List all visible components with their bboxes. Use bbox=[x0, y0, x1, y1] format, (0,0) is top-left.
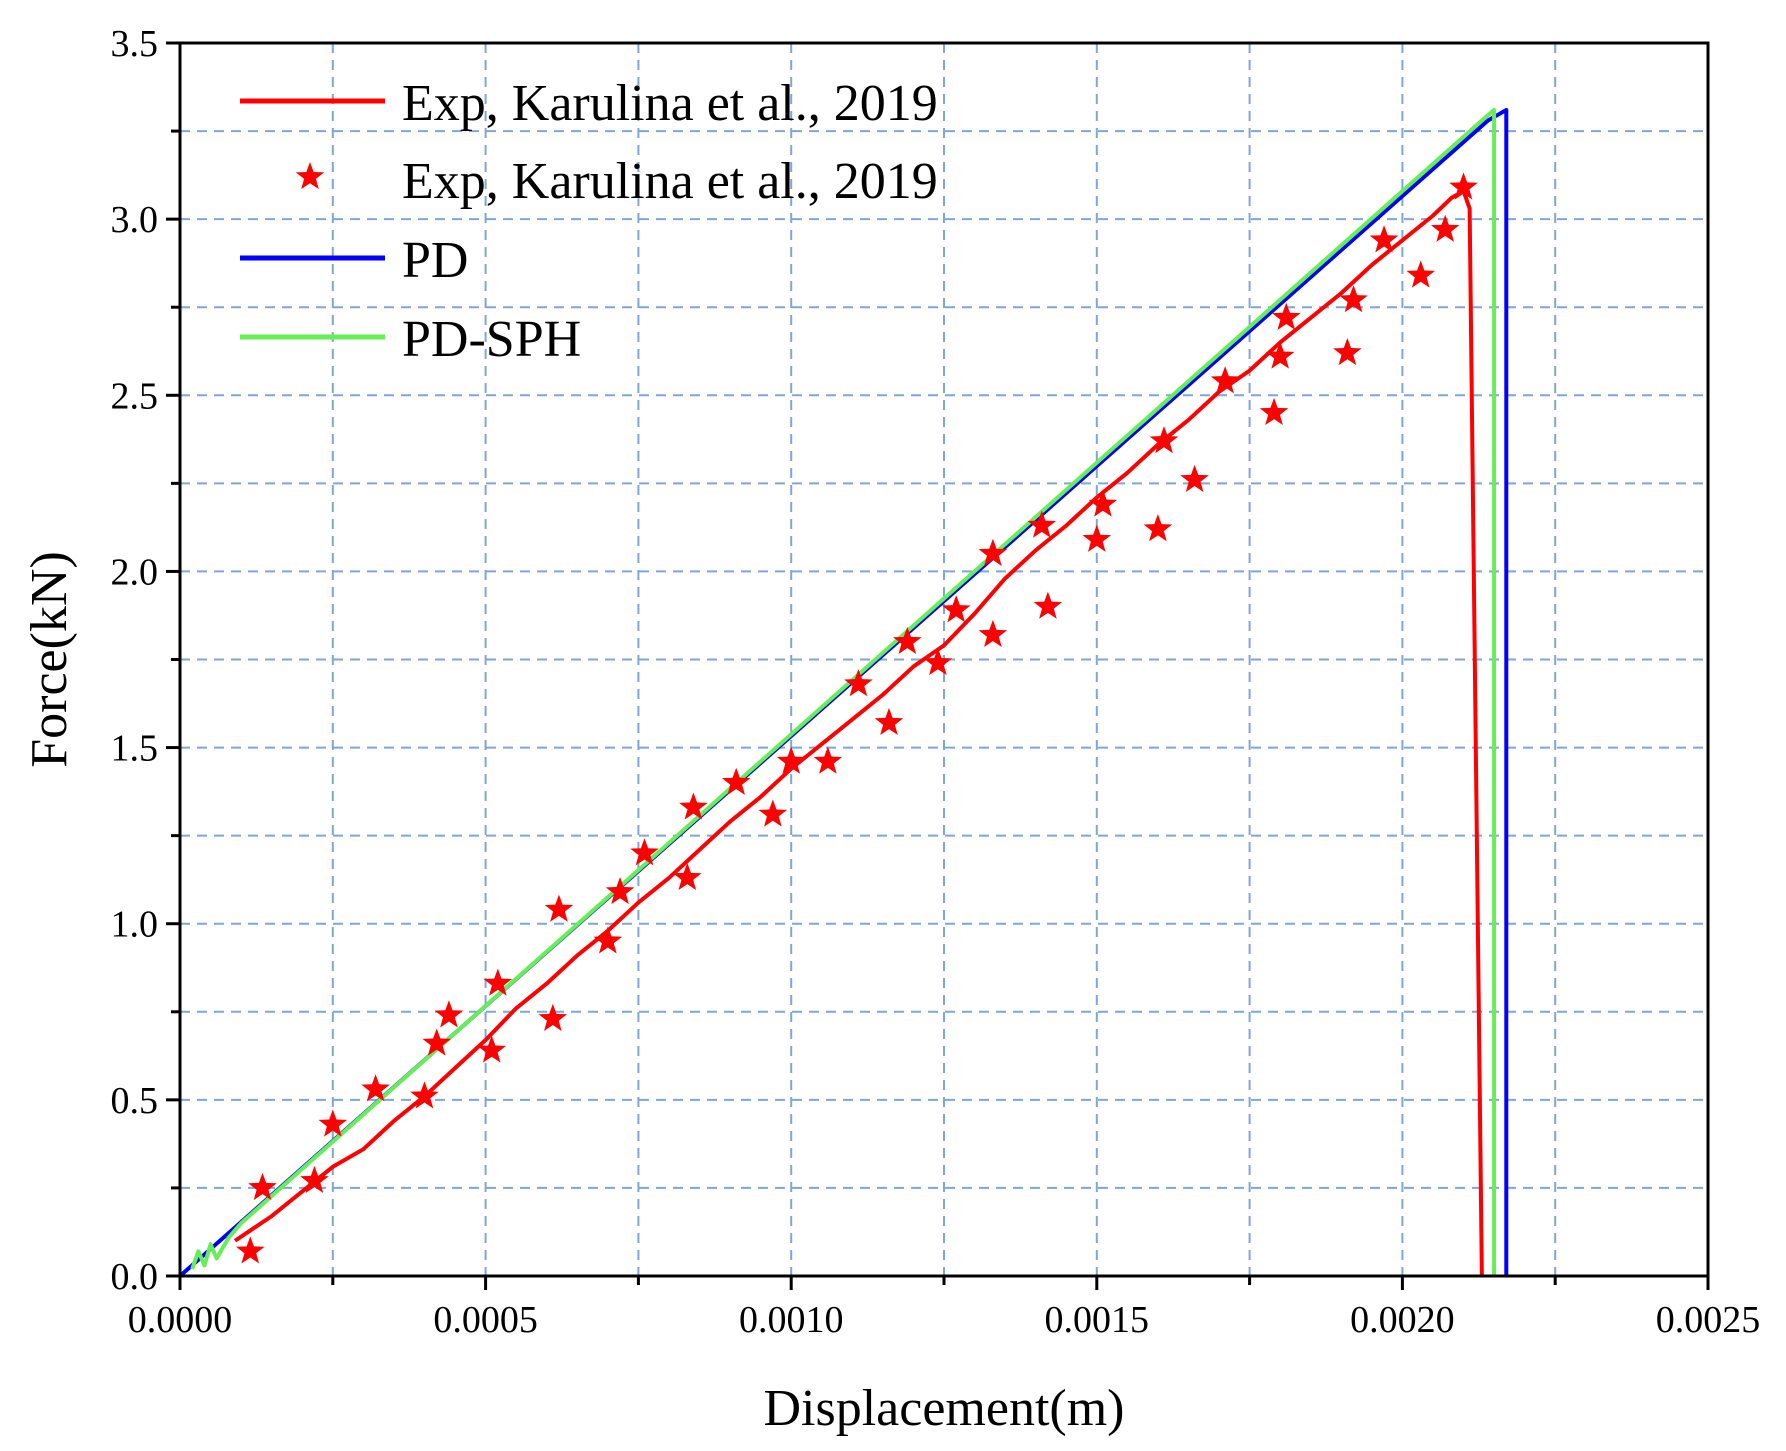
star-marker bbox=[813, 746, 843, 774]
star-marker bbox=[1027, 510, 1057, 538]
star-marker bbox=[1430, 214, 1460, 242]
x-tick-label: 0.0025 bbox=[1656, 1299, 1761, 1341]
star-marker bbox=[630, 838, 659, 866]
axis-ticks bbox=[166, 41, 1710, 1290]
y-tick-label: 1.0 bbox=[111, 904, 159, 946]
legend-label: PD bbox=[402, 232, 468, 289]
star-marker bbox=[236, 1236, 265, 1264]
star-marker bbox=[1339, 285, 1368, 313]
star-marker bbox=[978, 619, 1008, 647]
star-marker bbox=[544, 894, 574, 922]
star-marker bbox=[1406, 260, 1435, 288]
tick-labels: 0.0000 0.0005 0.0010 0.0015 0.0020 0.0025 0.0 0… bbox=[111, 23, 1761, 1341]
x-tick-label: 0.0020 bbox=[1350, 1299, 1455, 1341]
x-tick-label: 0.0015 bbox=[1045, 1299, 1150, 1341]
series-line-0 bbox=[233, 188, 1484, 1277]
legend-star-swatch bbox=[295, 162, 325, 190]
star-marker bbox=[1033, 591, 1063, 619]
star-marker bbox=[1180, 464, 1209, 492]
y-tick-label: 0.5 bbox=[111, 1080, 159, 1122]
star-marker bbox=[593, 926, 623, 954]
y-tick-label: 3.0 bbox=[111, 199, 159, 241]
star-marker bbox=[776, 746, 806, 774]
x-tick-label: 0.0010 bbox=[739, 1299, 844, 1341]
y-tick-label: 0.0 bbox=[111, 1256, 159, 1298]
x-axis-title: Displacement(m) bbox=[764, 1380, 1125, 1437]
legend: Exp, Karulina et al., 2019 Exp, Karulina … bbox=[240, 75, 938, 368]
star-marker bbox=[1272, 302, 1301, 330]
star-marker bbox=[1088, 489, 1118, 517]
star-marker bbox=[248, 1172, 277, 1201]
star-marker bbox=[300, 1165, 329, 1194]
star-marker bbox=[477, 1035, 506, 1063]
legend-label: PD-SPH bbox=[402, 311, 581, 368]
star-marker bbox=[844, 669, 873, 697]
star-marker bbox=[1210, 366, 1240, 394]
star-marker bbox=[434, 1000, 464, 1028]
star-marker bbox=[410, 1081, 439, 1109]
star-marker bbox=[673, 862, 702, 891]
star-marker bbox=[1449, 172, 1478, 200]
star-marker bbox=[361, 1074, 390, 1102]
legend-label: Exp, Karulina et al., 2019 bbox=[402, 75, 938, 132]
star-marker bbox=[758, 799, 788, 827]
star-marker bbox=[978, 538, 1008, 566]
star-marker bbox=[538, 1003, 568, 1031]
star-marker bbox=[1333, 338, 1362, 366]
star-marker bbox=[1369, 225, 1399, 253]
series-line-3 bbox=[190, 107, 1497, 1276]
star-marker bbox=[679, 792, 708, 820]
x-tick-label: 0.0005 bbox=[433, 1299, 538, 1341]
legend-label: Exp, Karulina et al., 2019 bbox=[402, 153, 938, 210]
star-marker bbox=[893, 626, 922, 655]
y-tick-label: 2.5 bbox=[111, 375, 159, 417]
star-marker bbox=[1265, 341, 1295, 369]
star-marker bbox=[1082, 524, 1112, 552]
y-tick-label: 2.0 bbox=[111, 551, 159, 593]
star-marker bbox=[874, 707, 904, 736]
star-marker bbox=[721, 767, 751, 795]
star-marker bbox=[1149, 426, 1179, 454]
star-marker bbox=[1143, 514, 1173, 542]
series-layer bbox=[178, 107, 1509, 1278]
y-tick-label: 1.5 bbox=[111, 728, 159, 770]
star-marker bbox=[941, 595, 971, 623]
y-axis-title: Force(kN) bbox=[21, 551, 78, 768]
x-tick-label: 0.0000 bbox=[128, 1299, 233, 1341]
star-marker bbox=[318, 1109, 348, 1137]
y-tick-label: 3.5 bbox=[111, 23, 159, 65]
star-marker bbox=[1259, 397, 1289, 426]
star-marker bbox=[605, 877, 635, 905]
star-marker bbox=[923, 648, 953, 676]
star-marker bbox=[483, 968, 513, 996]
star-marker bbox=[422, 1028, 451, 1056]
